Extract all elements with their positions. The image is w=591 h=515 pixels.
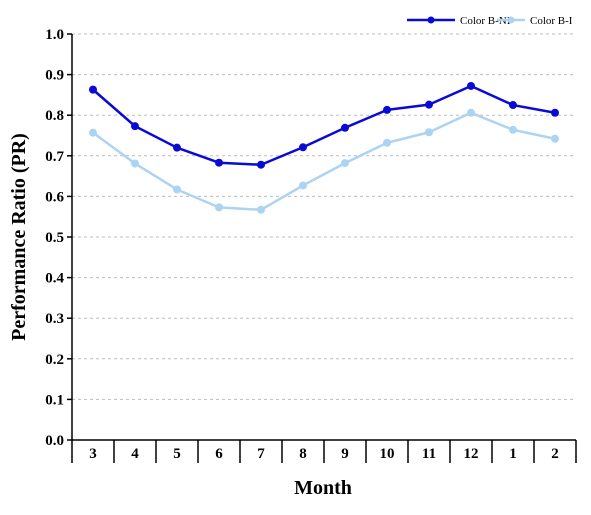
x-tick-label: 1 bbox=[509, 446, 517, 462]
y-tick-label: 0.5 bbox=[45, 230, 64, 246]
y-tick-label: 0.9 bbox=[45, 68, 64, 84]
data-point bbox=[89, 128, 97, 137]
legend-swatch-marker bbox=[427, 16, 435, 24]
y-axis-title: Performance Ratio (PR) bbox=[8, 133, 30, 341]
data-point bbox=[425, 128, 433, 137]
series-2 bbox=[89, 108, 559, 214]
series-1 bbox=[89, 81, 559, 169]
x-tick-label: 9 bbox=[341, 446, 349, 462]
x-axis-title: Month bbox=[294, 477, 352, 499]
legend-item-1: Color B-NI bbox=[407, 15, 511, 27]
data-point bbox=[89, 85, 97, 94]
x-tick-label: 4 bbox=[131, 446, 139, 462]
x-tick-label: 3 bbox=[89, 446, 97, 462]
data-point bbox=[509, 125, 517, 134]
data-point bbox=[425, 100, 433, 109]
data-point bbox=[257, 160, 265, 169]
x-tick-label: 8 bbox=[299, 446, 307, 462]
x-tick-label: 6 bbox=[215, 446, 223, 462]
data-point bbox=[173, 185, 181, 194]
x-tick-label: 12 bbox=[464, 446, 479, 462]
data-point bbox=[257, 205, 265, 214]
y-tick-label: 1.0 bbox=[45, 27, 64, 43]
y-tick-label: 0.8 bbox=[45, 108, 64, 124]
y-tick-label: 0.6 bbox=[45, 189, 64, 205]
data-point bbox=[215, 203, 223, 212]
data-point bbox=[341, 123, 349, 132]
x-tick-label: 11 bbox=[422, 446, 436, 462]
legend-swatch-marker bbox=[507, 16, 515, 24]
legend-item-2: Color B-I bbox=[497, 15, 573, 27]
series-line bbox=[92, 84, 556, 166]
data-point bbox=[131, 122, 139, 131]
legend-label: Color B-NI bbox=[460, 15, 511, 27]
y-tick-label: 0.2 bbox=[45, 352, 64, 368]
legend-label: Color B-I bbox=[530, 15, 573, 27]
data-point bbox=[383, 138, 391, 147]
y-tick-label: 0.1 bbox=[45, 392, 64, 408]
series-line bbox=[92, 111, 556, 212]
data-point bbox=[299, 181, 307, 190]
data-point bbox=[341, 159, 349, 168]
data-point bbox=[551, 134, 559, 143]
y-tick-label: 0.7 bbox=[45, 149, 64, 165]
y-tick-label: 0.3 bbox=[45, 311, 64, 327]
x-tick-label: 10 bbox=[380, 446, 395, 462]
data-point bbox=[299, 143, 307, 152]
data-point bbox=[509, 101, 517, 110]
data-point bbox=[131, 159, 139, 168]
series-lines bbox=[89, 81, 559, 214]
data-point bbox=[215, 158, 223, 167]
legend: Color B-NI Color B-I bbox=[407, 15, 573, 27]
data-point bbox=[551, 108, 559, 117]
axes: 0.0 0.1 0.2 0.3 0.4 0.5 0.6 0.7 0.8 0.9 1.0 3 4 5 6 7 8 9… bbox=[45, 27, 577, 463]
x-tick-label: 2 bbox=[551, 446, 559, 462]
x-tick-label: 7 bbox=[257, 446, 265, 462]
grid-lines bbox=[72, 33, 576, 400]
data-point bbox=[173, 143, 181, 152]
data-point bbox=[467, 108, 475, 117]
data-point bbox=[383, 105, 391, 114]
data-point bbox=[467, 81, 475, 90]
y-tick-label: 0.0 bbox=[45, 433, 64, 449]
x-tick-label: 5 bbox=[173, 446, 181, 462]
y-tick-label: 0.4 bbox=[45, 271, 64, 287]
